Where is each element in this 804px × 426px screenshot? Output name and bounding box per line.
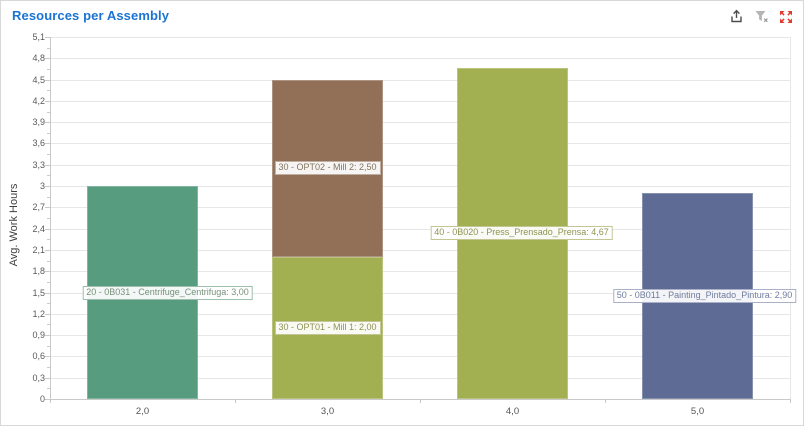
x-tick-label: 3,0 bbox=[320, 406, 335, 417]
gridline bbox=[50, 314, 790, 315]
gridline bbox=[50, 101, 790, 102]
gridline bbox=[50, 229, 790, 230]
y-tick-mark bbox=[45, 37, 50, 38]
y-tick-label: 3,3 bbox=[32, 160, 45, 170]
y-minor-tick bbox=[47, 197, 50, 198]
y-tick-mark bbox=[45, 356, 50, 357]
y-minor-tick bbox=[47, 154, 50, 155]
gridline bbox=[50, 122, 790, 123]
export-button[interactable] bbox=[728, 9, 744, 27]
y-tick-mark bbox=[45, 143, 50, 144]
x-minor-tick bbox=[790, 399, 791, 403]
y-tick-mark bbox=[45, 229, 50, 230]
x-tick-label: 4,0 bbox=[505, 406, 520, 417]
y-tick-mark bbox=[45, 314, 50, 315]
y-minor-tick bbox=[47, 324, 50, 325]
y-tick-label: 2,1 bbox=[32, 245, 45, 255]
page-title: Resources per Assembly bbox=[12, 8, 170, 23]
gridline bbox=[50, 335, 790, 336]
y-tick-mark bbox=[45, 250, 50, 251]
gridline bbox=[50, 58, 790, 59]
y-minor-tick bbox=[47, 388, 50, 389]
bar-value-label: 40 - 0B020 - Press_Prensado_Prensa: 4,67 bbox=[430, 226, 613, 241]
y-minor-tick bbox=[47, 239, 50, 240]
y-tick-mark bbox=[45, 58, 50, 59]
y-tick-label: 4,2 bbox=[32, 96, 45, 106]
gridline bbox=[50, 356, 790, 357]
gridline bbox=[50, 271, 790, 272]
y-minor-tick bbox=[47, 346, 50, 347]
y-tick-label: 4,5 bbox=[32, 75, 45, 85]
gridline bbox=[50, 207, 790, 208]
y-tick-label: 3 bbox=[39, 181, 45, 191]
y-tick-label: 1,2 bbox=[32, 309, 45, 319]
widget-toolbar bbox=[728, 9, 794, 27]
gridline bbox=[50, 80, 790, 81]
clear-filter-icon bbox=[754, 9, 769, 27]
y-minor-tick bbox=[47, 175, 50, 176]
bar-value-label: 30 - OPT02 - Mill 2: 2,50 bbox=[274, 161, 381, 176]
gridline bbox=[50, 37, 790, 38]
export-icon bbox=[729, 9, 744, 27]
plot-right-border bbox=[790, 37, 791, 399]
expand-button[interactable] bbox=[778, 10, 794, 26]
x-minor-tick bbox=[50, 399, 51, 403]
expand-icon bbox=[779, 10, 793, 27]
y-tick-mark bbox=[45, 335, 50, 336]
y-tick-label: 0,3 bbox=[32, 373, 45, 383]
gridline bbox=[50, 143, 790, 144]
y-tick-mark bbox=[45, 101, 50, 102]
x-minor-tick bbox=[420, 399, 421, 403]
y-axis-line bbox=[50, 37, 51, 399]
x-minor-tick bbox=[605, 399, 606, 403]
y-tick-mark bbox=[45, 293, 50, 294]
y-minor-tick bbox=[47, 90, 50, 91]
clear-filter-button[interactable] bbox=[753, 10, 769, 26]
y-tick-label: 0,9 bbox=[32, 330, 45, 340]
gridline bbox=[50, 165, 790, 166]
x-minor-tick bbox=[235, 399, 236, 403]
y-tick-label: 2,7 bbox=[32, 202, 45, 212]
x-tick-label: 5,0 bbox=[690, 406, 705, 417]
gridline bbox=[50, 250, 790, 251]
y-minor-tick bbox=[47, 112, 50, 113]
y-minor-tick bbox=[47, 303, 50, 304]
y-tick-label: 0 bbox=[39, 394, 45, 404]
y-tick-mark bbox=[45, 399, 50, 400]
y-tick-mark bbox=[45, 165, 50, 166]
y-minor-tick bbox=[47, 282, 50, 283]
y-tick-mark bbox=[45, 122, 50, 123]
y-tick-label: 5,1 bbox=[32, 32, 45, 42]
y-minor-tick bbox=[47, 69, 50, 70]
y-tick-label: 3,6 bbox=[32, 138, 45, 148]
y-tick-mark bbox=[45, 378, 50, 379]
y-tick-label: 1,8 bbox=[32, 266, 45, 276]
y-minor-tick bbox=[47, 218, 50, 219]
y-minor-tick bbox=[47, 367, 50, 368]
y-tick-mark bbox=[45, 80, 50, 81]
y-minor-tick bbox=[47, 261, 50, 262]
y-tick-label: 1,5 bbox=[32, 288, 45, 298]
y-minor-tick bbox=[47, 48, 50, 49]
bar-value-label: 20 - 0B031 - Centrifuge_Centrifuga: 3,00 bbox=[82, 285, 253, 300]
bar-value-label: 50 - 0B011 - Painting_Pintado_Pintura: 2… bbox=[612, 289, 797, 304]
y-tick-label: 2,4 bbox=[32, 224, 45, 234]
y-tick-mark bbox=[45, 207, 50, 208]
bar-value-label: 30 - OPT01 - Mill 1: 2,00 bbox=[274, 321, 381, 336]
y-tick-label: 3,9 bbox=[32, 117, 45, 127]
y-tick-label: 0,6 bbox=[32, 351, 45, 361]
y-tick-mark bbox=[45, 271, 50, 272]
y-tick-label: 4,8 bbox=[32, 53, 45, 63]
y-minor-tick bbox=[47, 133, 50, 134]
gridline bbox=[50, 378, 790, 379]
y-tick-mark bbox=[45, 186, 50, 187]
gridline bbox=[50, 293, 790, 294]
gridline bbox=[50, 186, 790, 187]
x-tick-label: 2,0 bbox=[135, 406, 150, 417]
